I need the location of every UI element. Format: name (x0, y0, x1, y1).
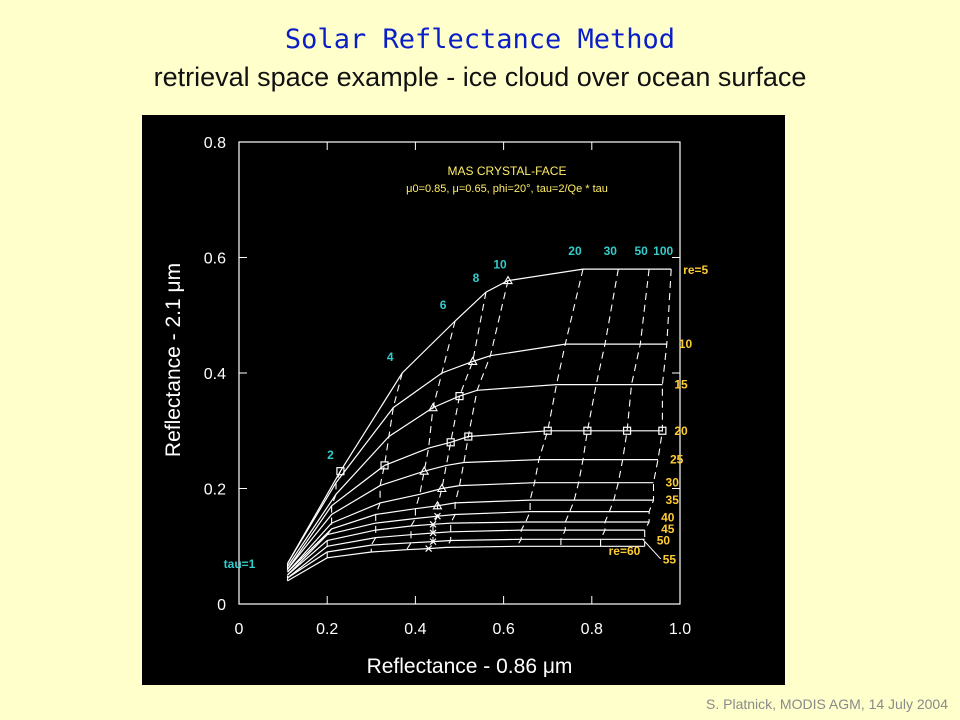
tau-label: 8 (473, 271, 480, 285)
tau-label: 30 (604, 244, 618, 258)
tau-line (428, 291, 487, 549)
x-tick-label: 0.2 (316, 621, 338, 638)
marker-cross (429, 520, 437, 528)
tau-line (560, 269, 619, 547)
marker-square (622, 426, 632, 435)
marker-group (336, 275, 667, 552)
marker-cross (434, 512, 441, 520)
marker-cross (429, 538, 437, 546)
tau-line (600, 269, 650, 547)
series-line (287, 430, 663, 570)
re-label: 25 (670, 453, 684, 467)
y-tick-label: 0 (217, 597, 226, 614)
tau-label: tau=1 (224, 557, 256, 571)
tau-line (516, 268, 584, 547)
y-axis-label: Reflectance - 2.1 μm (162, 263, 185, 457)
x-tick-label: 0 (235, 621, 244, 638)
tau-label: 4 (387, 350, 394, 364)
marker-square (380, 461, 389, 470)
x-tick-label: 0.8 (581, 621, 603, 638)
tau-label: 10 (493, 258, 507, 272)
tau-line (406, 320, 456, 550)
series-line (287, 511, 650, 576)
marker-triangle (503, 275, 513, 285)
re-label: 45 (661, 522, 675, 536)
re-label: re=5 (683, 263, 708, 277)
series-line (287, 499, 654, 573)
re-label: 10 (679, 337, 693, 351)
series-group (286, 268, 672, 582)
marker-square (464, 432, 473, 441)
x-tick-label: 1.0 (669, 621, 691, 638)
re-label: 30 (666, 476, 680, 490)
chart-inner-subtitle: μ0=0.85, μ=0.65, phi=20°, tau=2/Qe * tau (406, 183, 608, 195)
marker-cross (425, 545, 433, 552)
marker-square (336, 467, 345, 476)
series-line (286, 343, 667, 564)
y-tick-label: 0.6 (204, 251, 226, 268)
tau-label: 20 (568, 244, 582, 258)
tau-line (370, 372, 403, 552)
marker-triangle (432, 500, 443, 510)
re-label: 15 (674, 378, 688, 392)
re-label: 40 (661, 510, 675, 524)
tau-label: 6 (440, 298, 447, 312)
series-line (287, 521, 650, 576)
series-line (287, 482, 654, 573)
series-line (287, 538, 645, 579)
series-line (287, 545, 645, 582)
x-tick-label: 0.6 (492, 621, 514, 638)
re-label-pointer (642, 538, 662, 560)
y-tick-label: 0.2 (204, 482, 226, 499)
slide-subtitle: retrieval space example - ice cloud over… (153, 62, 807, 92)
axes-group (238, 141, 681, 605)
plot-panel: 0 0.2 0.4 0.6 0.8 1.0 0 0.2 0.4 0.6 0.8 Reflectance… (142, 115, 785, 685)
tau-line (445, 280, 509, 548)
marker-triangle (467, 356, 478, 365)
x-axis-label: Reflectance - 0.86 μm (367, 655, 573, 678)
marker-square (658, 426, 667, 435)
marker-square (446, 438, 455, 447)
x-tick-label: 0.4 (404, 621, 426, 638)
retrieval-space-chart: 0 0.2 0.4 0.6 0.8 1.0 0 0.2 0.4 0.6 0.8 Reflectance… (162, 135, 709, 678)
marker-triangle (428, 402, 438, 412)
marker-square (455, 392, 464, 401)
series-line (287, 529, 645, 579)
marker-square (543, 426, 552, 435)
re-label: re=60 (609, 544, 641, 558)
y-tick-label: 0.8 (204, 135, 226, 152)
slide-title: Solar Reflectance Method (284, 24, 676, 55)
chart-inner-title: MAS CRYSTAL-FACE (448, 164, 567, 178)
series-line (286, 268, 672, 564)
tau-line (644, 269, 672, 547)
marker-triangle (436, 483, 447, 493)
marker-cross (429, 529, 437, 537)
tau-label: 50 (634, 244, 648, 258)
re-label: 35 (666, 493, 680, 507)
re-label: 20 (674, 424, 688, 438)
marker-triangle (419, 466, 430, 475)
slide-credit: S. Platnick, MODIS AGM, 14 July 2004 (706, 696, 948, 712)
series-line (287, 459, 658, 570)
tau-label: 100 (653, 244, 673, 258)
label-group: 0 0.2 0.4 0.6 0.8 1.0 0 0.2 0.4 0.6 0.8 Reflectance… (162, 135, 709, 678)
re-label: 50 (657, 533, 671, 547)
marker-square (583, 426, 592, 435)
re-label: 55 (663, 553, 677, 567)
y-tick-label: 0.4 (204, 366, 226, 383)
series-line (287, 384, 663, 567)
tau-label: 2 (327, 448, 334, 462)
